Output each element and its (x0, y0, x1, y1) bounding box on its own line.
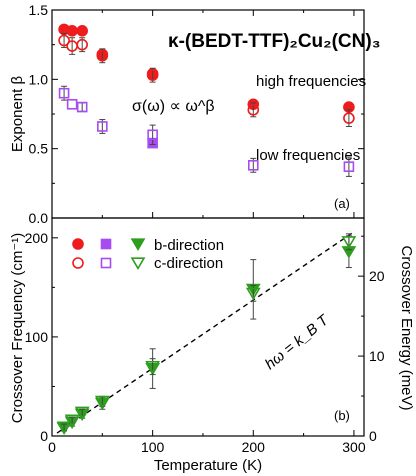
data-point-a-series-1 (76, 38, 88, 51)
data-point-b-series-1 (56, 421, 72, 435)
panel-b-ylabel-right: Crossover Energy (meV) (398, 245, 415, 410)
panel-b-xlabel: Temperature (K) (154, 457, 262, 474)
ytick-label-b: 0 (40, 428, 48, 444)
data-point-a-series-3 (343, 161, 355, 172)
data-point-b-series-1 (64, 414, 80, 428)
panel-a-label: (a) (334, 196, 350, 211)
data-point-a-series-1 (58, 34, 70, 47)
ytick-label-b: 100 (25, 329, 49, 345)
data-point-a-series-1 (146, 69, 159, 81)
ytick-label-b-right: 0 (369, 428, 377, 444)
ytick-label-a: 0.0 (29, 210, 49, 226)
xtick-label-b: 200 (242, 439, 266, 455)
ytick-label-a: 1.5 (29, 2, 49, 18)
data-point-b-series-1 (74, 406, 90, 420)
ytick-label-b-right: 10 (369, 348, 385, 364)
data-point-a-series-0 (66, 24, 78, 37)
data-point-a-series-3 (147, 129, 158, 141)
legend-marker-filled-triangle (130, 238, 146, 251)
legend-marker-open-circle (72, 257, 84, 269)
legend-row1-label: b-direction (154, 237, 224, 254)
data-point-b-series-1 (245, 287, 261, 301)
xtick-label-b: 0 (48, 439, 56, 455)
data-point-a-series-3 (247, 160, 259, 171)
data-point-b-series-1 (145, 361, 161, 374)
panel-b-frame (51, 217, 365, 437)
legend-marker-open-triangle (130, 257, 146, 270)
xtick-label-b: 300 (342, 439, 366, 455)
panel-a-title: κ-(BEDT-TTF)₂Cu₂(CN)₃ (168, 31, 381, 52)
legend-marker-filled-square (100, 238, 112, 250)
data-point-a-series-0 (76, 24, 88, 37)
data-point-a-series-1 (247, 104, 260, 116)
data-point-a-series-3 (66, 98, 78, 110)
fit-label: hω = k_B T (262, 311, 333, 373)
annotation-power-law: σ(ω) ∝ ω^β (132, 98, 215, 115)
ytick-label-b: 200 (25, 230, 49, 246)
data-point-a-series-1 (343, 112, 355, 124)
data-point-a-series-1 (96, 49, 109, 62)
panel-b-ylabel: Crossover Frequency (cm⁻¹) (9, 233, 26, 423)
xtick-label-b: 100 (141, 439, 165, 455)
annotation-low-frequencies: low frequencies (256, 147, 360, 164)
ytick-label-a: 1.0 (29, 71, 49, 87)
data-point-a-series-3 (76, 101, 88, 113)
ytick-label-a: 0.5 (29, 141, 49, 157)
data-point-b-series-1 (341, 236, 357, 249)
ytick-label-b-right: 20 (369, 268, 385, 284)
fit-line (56, 231, 355, 434)
panel-a-ylabel: Exponent β (9, 76, 26, 153)
annotation-high-frequencies: high frequencies (256, 73, 366, 90)
data-point-a-series-3 (97, 121, 108, 132)
legend-row2-label: c-direction (154, 255, 223, 272)
panel-b-label: (b) (334, 408, 350, 423)
data-point-a-series-3 (58, 87, 70, 99)
legend-marker-open-square (100, 257, 112, 269)
legend-marker-filled-circle (72, 238, 84, 250)
data-point-b-series-1 (94, 395, 110, 409)
